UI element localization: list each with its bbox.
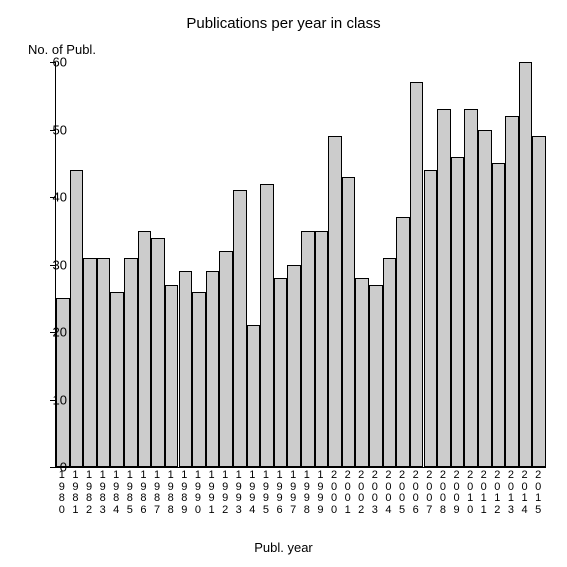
- bar: [328, 136, 342, 467]
- bar: [519, 62, 533, 467]
- x-tick-label: 1988: [164, 470, 178, 516]
- x-tick-label: 1989: [178, 470, 192, 516]
- x-tick-label: 1986: [137, 470, 151, 516]
- x-tick-label: 2010: [463, 470, 477, 516]
- x-tick-label: 1998: [300, 470, 314, 516]
- plot-area: [55, 62, 546, 468]
- bar: [342, 177, 356, 467]
- bar: [315, 231, 329, 467]
- bar: [464, 109, 478, 467]
- x-tick-label: 2015: [531, 470, 545, 516]
- bar: [410, 82, 424, 467]
- x-tick-label: 2013: [504, 470, 518, 516]
- x-axis-title: Publ. year: [0, 540, 567, 555]
- x-tick-label: 1983: [96, 470, 110, 516]
- x-tick-label: 2009: [450, 470, 464, 516]
- x-tick-label: 1994: [246, 470, 260, 516]
- x-tick-label: 1984: [109, 470, 123, 516]
- x-tick-label: 1997: [286, 470, 300, 516]
- bar: [70, 170, 84, 467]
- bar: [478, 130, 492, 468]
- x-tick-label: 2006: [409, 470, 423, 516]
- bar: [274, 278, 288, 467]
- bar: [505, 116, 519, 467]
- y-tick-label: 40: [37, 190, 67, 205]
- x-tick-label: 2012: [491, 470, 505, 516]
- bar: [124, 258, 138, 467]
- bar: [233, 190, 247, 467]
- x-tick-label: 2004: [382, 470, 396, 516]
- x-tick-label: 2005: [395, 470, 409, 516]
- bar: [492, 163, 506, 467]
- x-tick-label: 2011: [477, 470, 491, 516]
- chart-container: Publications per year in class No. of Pu…: [0, 0, 567, 567]
- bar: [396, 217, 410, 467]
- bar: [110, 292, 124, 468]
- y-tick-label: 50: [37, 122, 67, 137]
- x-tick-label: 2002: [354, 470, 368, 516]
- bar: [424, 170, 438, 467]
- bar: [97, 258, 111, 467]
- x-tick-label: 1990: [191, 470, 205, 516]
- x-tick-label: 2008: [436, 470, 450, 516]
- bar: [179, 271, 193, 467]
- x-tick-label: 1993: [232, 470, 246, 516]
- bar: [206, 271, 220, 467]
- x-tick-label: 1992: [218, 470, 232, 516]
- bar: [165, 285, 179, 467]
- bar: [301, 231, 315, 467]
- y-tick-label: 10: [37, 392, 67, 407]
- x-tick-label: 1995: [259, 470, 273, 516]
- bar: [192, 292, 206, 468]
- bar: [138, 231, 152, 467]
- y-tick-label: 60: [37, 55, 67, 70]
- x-axis-labels: 1980198119821983198419851986198719881989…: [55, 470, 545, 530]
- bar: [355, 278, 369, 467]
- y-tick-label: 30: [37, 257, 67, 272]
- y-tick-label: 20: [37, 325, 67, 340]
- bar: [287, 265, 301, 468]
- x-tick-label: 2014: [518, 470, 532, 516]
- bar: [247, 325, 261, 467]
- bar: [532, 136, 546, 467]
- x-tick-label: 2003: [368, 470, 382, 516]
- x-tick-label: 1991: [205, 470, 219, 516]
- bar: [83, 258, 97, 467]
- bar: [451, 157, 465, 468]
- bar: [260, 184, 274, 468]
- chart-title: Publications per year in class: [0, 15, 567, 32]
- x-tick-label: 1980: [55, 470, 69, 516]
- bar: [383, 258, 397, 467]
- x-tick-label: 2007: [423, 470, 437, 516]
- bar: [219, 251, 233, 467]
- bar: [369, 285, 383, 467]
- x-tick-label: 2000: [327, 470, 341, 516]
- x-tick-label: 1982: [82, 470, 96, 516]
- x-tick-label: 1981: [69, 470, 83, 516]
- x-tick-label: 1987: [150, 470, 164, 516]
- bar: [437, 109, 451, 467]
- bar: [151, 238, 165, 468]
- x-tick-label: 2001: [341, 470, 355, 516]
- x-tick-label: 1996: [273, 470, 287, 516]
- x-tick-label: 1999: [314, 470, 328, 516]
- x-tick-label: 1985: [123, 470, 137, 516]
- y-tick-label: 0: [37, 460, 67, 475]
